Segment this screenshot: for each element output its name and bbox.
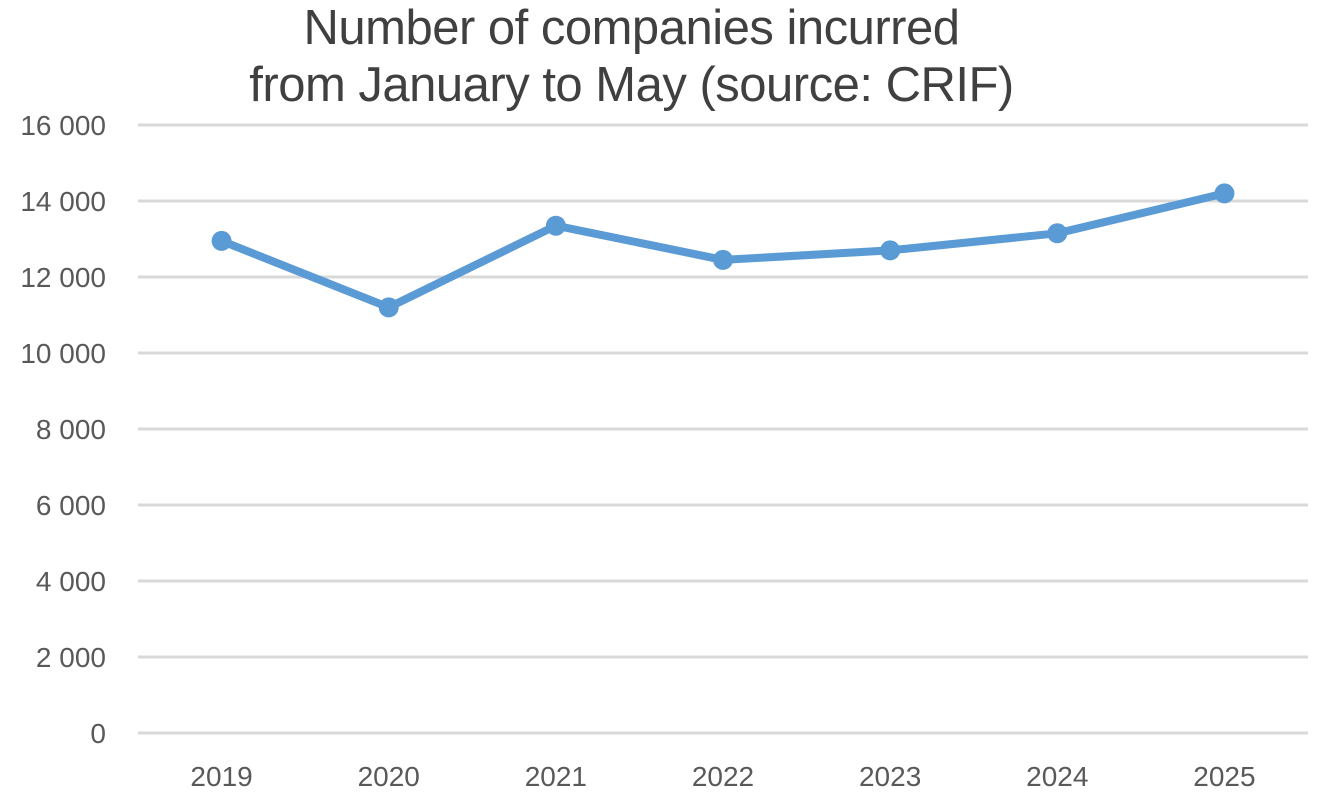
y-tick-label: 4 000 (36, 566, 106, 597)
data-point-2022 (713, 249, 733, 270)
x-tick-label: 2021 (525, 761, 587, 792)
chart-title: Number of companies incurred from Januar… (0, 0, 1263, 114)
y-tick-label: 2 000 (36, 642, 106, 673)
series-layer (211, 183, 1235, 318)
x-axis-tick-labels: 2019 2020 2021 2022 2023 2024 2025 (190, 761, 1255, 792)
y-tick-label: 0 (90, 718, 106, 749)
chart-title-line-1: Number of companies incurred (303, 1, 960, 55)
x-tick-label: 2024 (1026, 761, 1088, 792)
gridlines (138, 123, 1308, 735)
y-tick-label: 14 000 (20, 186, 106, 217)
data-point-2020 (378, 297, 399, 318)
x-tick-label: 2020 (358, 761, 420, 792)
y-axis-tick-labels: 0 2 000 4 000 6 000 8 000 10 000 12 000 14 000 1… (20, 110, 106, 749)
y-tick-label: 12 000 (20, 262, 106, 293)
x-tick-label: 2022 (692, 761, 754, 792)
x-tick-label: 2023 (859, 761, 921, 792)
y-tick-label: 10 000 (20, 338, 106, 369)
y-tick-label: 6 000 (36, 490, 106, 521)
chart-title-line-2: from January to May (source: CRIF) (249, 58, 1014, 112)
data-point-2025 (1214, 183, 1235, 204)
x-tick-label: 2019 (190, 761, 252, 792)
y-tick-label: 8 000 (36, 414, 106, 445)
data-point-2023 (880, 240, 901, 261)
y-tick-label: 16 000 (20, 110, 106, 141)
data-point-2019 (211, 230, 232, 251)
data-point-2021 (545, 215, 566, 236)
x-tick-label: 2025 (1193, 761, 1255, 792)
data-point-2024 (1047, 223, 1068, 244)
